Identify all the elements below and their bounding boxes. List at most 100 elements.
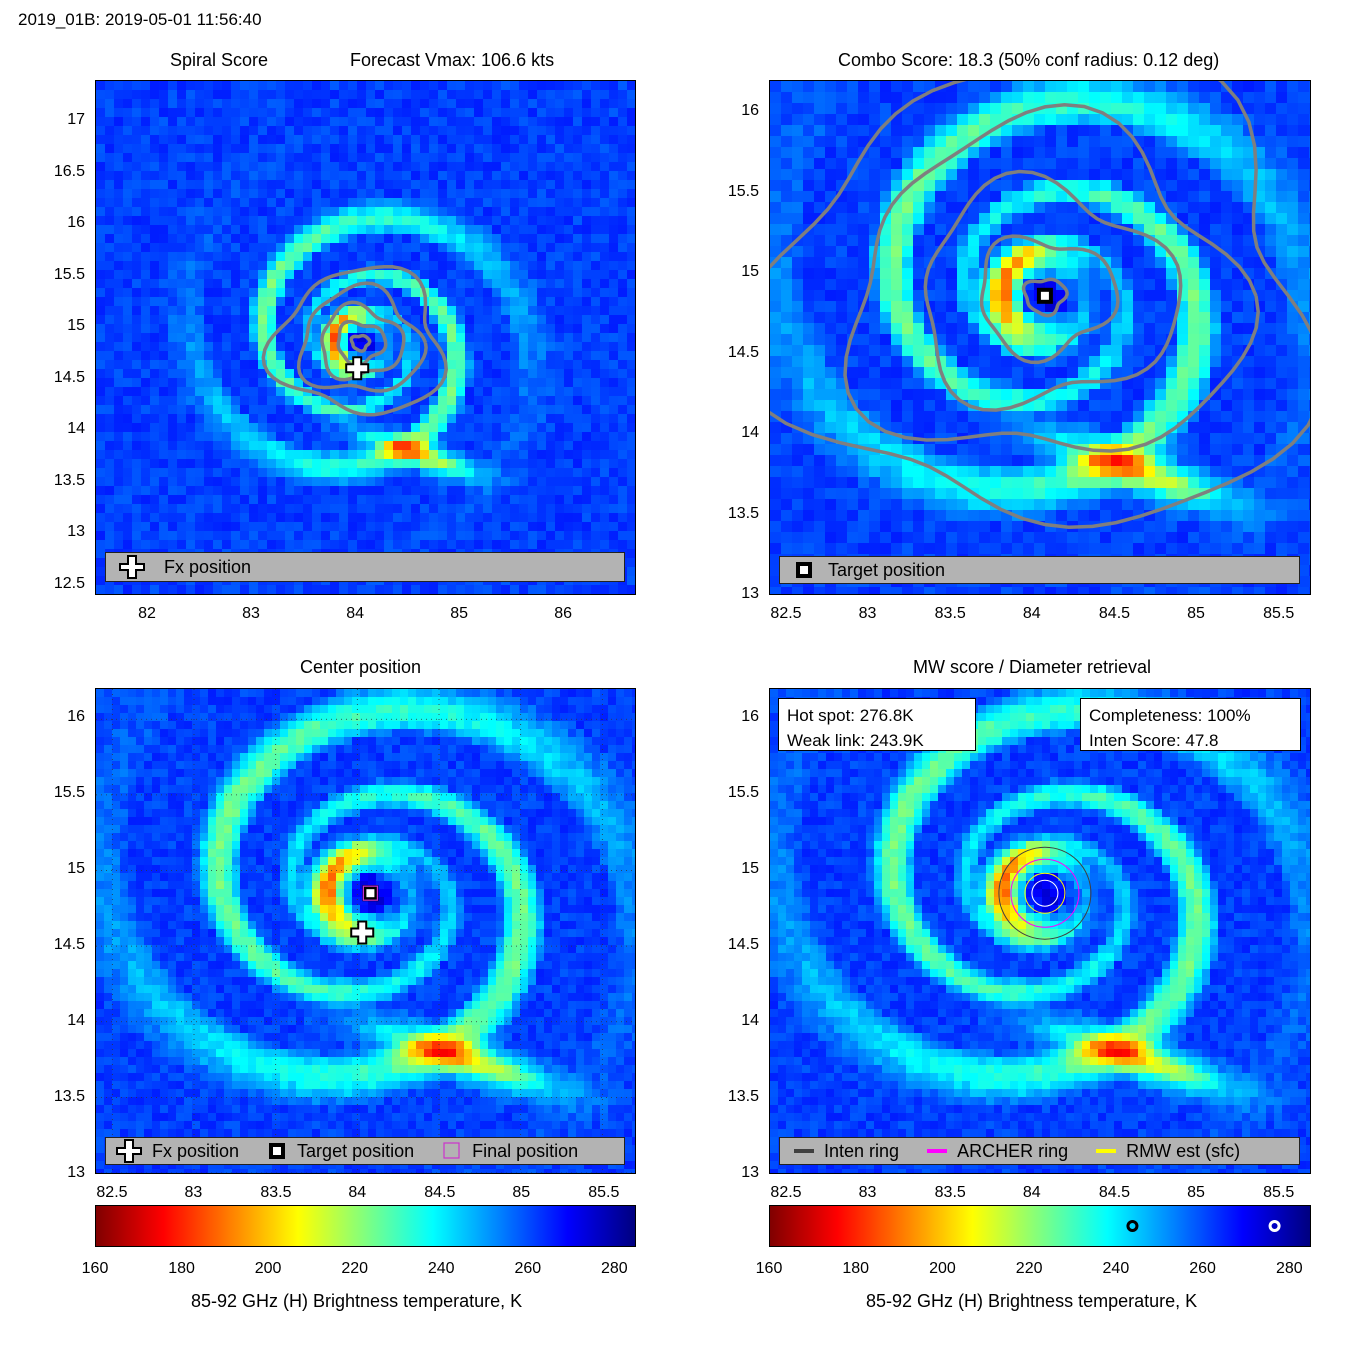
plus-icon	[119, 555, 145, 579]
combo-cells	[770, 81, 1310, 594]
combo-title: Combo Score: 18.3 (50% conf radius: 0.12…	[838, 50, 1220, 70]
mw-ytick: 14.5	[727, 936, 759, 954]
hotspot-box: Hot spot: 276.8K Weak link: 243.9K	[778, 698, 976, 751]
mw-xtick: 85	[1187, 1184, 1205, 1201]
spiral-ytick: 12.5	[53, 574, 85, 592]
inten-ring	[998, 846, 1092, 940]
rmw-ring-swatch	[1096, 1149, 1117, 1153]
combo-score-map	[769, 80, 1311, 595]
eye-ring	[1031, 879, 1059, 907]
mw-title: MW score / Diameter retrieval	[913, 657, 1152, 677]
fx-position-marker	[350, 920, 375, 945]
colorbar-left	[95, 1205, 636, 1247]
fx-position-marker	[345, 356, 370, 381]
mw-ytick: 13	[741, 1164, 759, 1181]
center-xtick: 85	[512, 1184, 531, 1201]
colorbar-left-label: 85-92 GHz (H) Brightness temperature, K	[191, 1291, 523, 1311]
combo-xtick: 85	[1187, 605, 1205, 622]
completeness-box: Completeness: 100% Inten Score: 47.8	[1080, 698, 1301, 751]
center-ytick: 13.5	[53, 1088, 85, 1106]
mw-ytick: 16	[741, 708, 759, 726]
mw-xtick: 84.5	[1098, 1184, 1131, 1201]
spiral-legend: Fx position	[105, 552, 625, 582]
spiral-contour-0	[349, 333, 372, 353]
center-ytick: 15	[67, 860, 85, 878]
plus-icon	[116, 1139, 142, 1163]
combo-xtick: 84.5	[1098, 605, 1131, 622]
combo-contour-3	[843, 102, 1260, 453]
spiral-ytick: 15.5	[53, 265, 85, 283]
inten-ring-swatch	[794, 1149, 814, 1153]
combo-contour-2	[923, 169, 1183, 412]
spiral-ytick: 14.5	[53, 368, 85, 386]
final-position-marker	[362, 885, 378, 901]
target-position-marker	[1036, 287, 1053, 304]
combo-legend-label: Target position	[828, 559, 946, 580]
center-xtick: 83	[184, 1184, 203, 1201]
combo-ytick: 13.5	[727, 504, 759, 522]
mw-legend: Inten ring ARCHER ring RMW est (sfc)	[779, 1137, 1300, 1165]
mw-xtick: 83.5	[934, 1184, 966, 1201]
spiral-xtick: 84	[346, 605, 364, 622]
colorbar-right-tick: 200	[929, 1260, 956, 1277]
square-target-icon	[796, 562, 812, 578]
spiral-ytick: 13.5	[53, 471, 85, 489]
center-legend-fx: Fx position	[116, 1139, 239, 1163]
center-ytick: 14.5	[53, 936, 85, 954]
center-legend-target-label: Target position	[297, 1140, 415, 1161]
mw-xtick: 83	[858, 1184, 877, 1201]
combo-ytick: 14.5	[727, 343, 759, 361]
mw-ytick: 15	[741, 860, 759, 878]
archer-ring	[1010, 858, 1080, 928]
mw-xtick: 85.5	[1263, 1184, 1295, 1201]
mw-legend-archer: ARCHER ring	[927, 1141, 1068, 1162]
spiral-ytick: 16	[67, 214, 85, 232]
spiral-xtick: 85	[450, 605, 469, 622]
colorbar-right-tick: 220	[1015, 1260, 1043, 1277]
spiral-ytick: 16.5	[53, 162, 85, 180]
target-position-marker	[362, 885, 379, 902]
center-ytick: 16	[67, 708, 85, 726]
colorbar-left-tick: 200	[254, 1260, 282, 1277]
combo-ytick: 16	[741, 102, 759, 120]
colorbar-right-tick: 180	[842, 1260, 870, 1277]
weak-link-marker	[1126, 1220, 1139, 1232]
hot-spot-text: Hot spot: 276.8K	[787, 706, 914, 725]
spiral-xtick: 82	[138, 605, 156, 622]
colorbar-right-tick: 240	[1102, 1260, 1130, 1277]
combo-xtick: 82.5	[770, 605, 802, 622]
spiral-contour-2	[320, 300, 406, 382]
mw-cells	[770, 689, 1310, 1173]
combo-xtick: 85.5	[1263, 605, 1295, 622]
center-legend-final: Final position	[442, 1141, 578, 1162]
center-legend-target: Target position	[267, 1141, 414, 1162]
inten-score-text: Inten Score: 47.8	[1089, 731, 1219, 750]
mw-legend-inten: Inten ring	[794, 1141, 899, 1162]
spiral-ytick: 13	[67, 523, 85, 541]
combo-xtick: 83	[858, 605, 877, 622]
mw-score-map	[769, 688, 1311, 1174]
center-legend: Fx position Target position Final positi…	[105, 1137, 625, 1165]
center-position-map	[95, 688, 636, 1174]
center-xtick: 84	[348, 1184, 367, 1201]
combo-xtick: 83.5	[934, 605, 966, 622]
colorbar-left-tick: 160	[81, 1260, 109, 1277]
mw-xtick: 82.5	[770, 1184, 802, 1201]
spiral-score-map	[95, 80, 636, 595]
colorbar-right-label: 85-92 GHz (H) Brightness temperature, K	[866, 1291, 1198, 1311]
center-title: Center position	[300, 657, 422, 677]
spiral-xtick: 83	[242, 605, 260, 622]
colorbar-left-tick: 280	[601, 1260, 628, 1277]
spiral-ytick: 14	[67, 420, 85, 438]
square-target-icon	[269, 1143, 286, 1159]
mw-ytick: 13.5	[727, 1088, 759, 1106]
spiral-score-plot	[96, 81, 635, 594]
figure-title: 2019_01B: 2019-05-01 11:56:40	[18, 10, 262, 29]
archer-ring-swatch	[927, 1149, 948, 1153]
spiral-xtick: 86	[554, 605, 573, 622]
center-position-plot	[96, 689, 635, 1173]
colorbar-right	[769, 1205, 1311, 1247]
colorbar-right-tick: 260	[1189, 1260, 1216, 1277]
spiral-ytick: 15	[67, 317, 85, 335]
center-xtick: 85.5	[588, 1184, 620, 1201]
